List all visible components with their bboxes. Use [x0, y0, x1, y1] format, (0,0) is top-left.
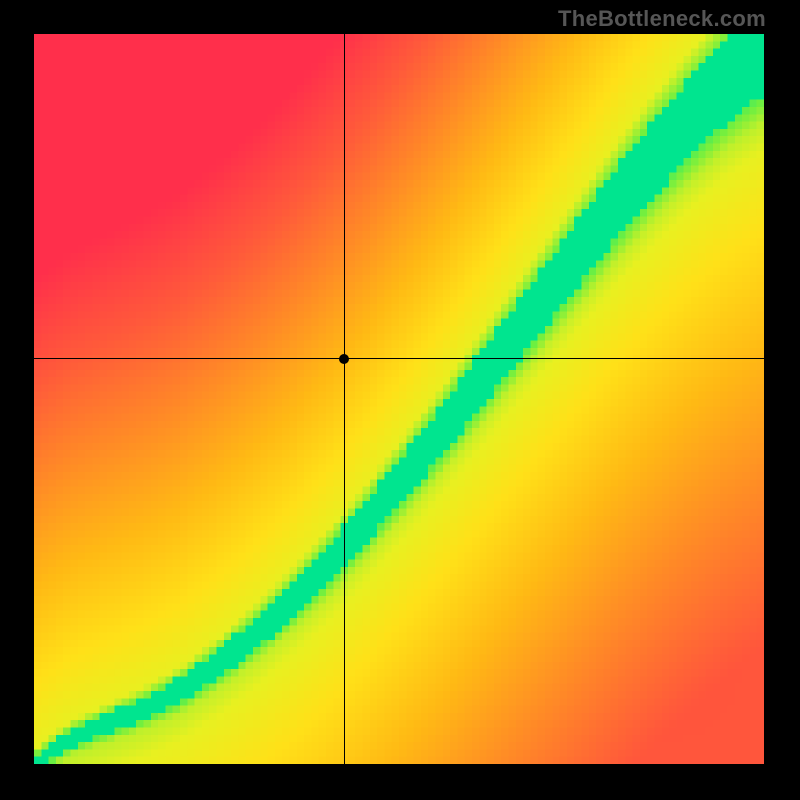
chart-container: { "watermark": "TheBottleneck.com", "wat… [0, 0, 800, 800]
crosshair-horizontal [34, 358, 764, 359]
crosshair-vertical [344, 34, 345, 764]
heatmap-canvas [34, 34, 764, 764]
heatmap-plot [34, 34, 764, 764]
watermark-text: TheBottleneck.com [558, 6, 766, 32]
